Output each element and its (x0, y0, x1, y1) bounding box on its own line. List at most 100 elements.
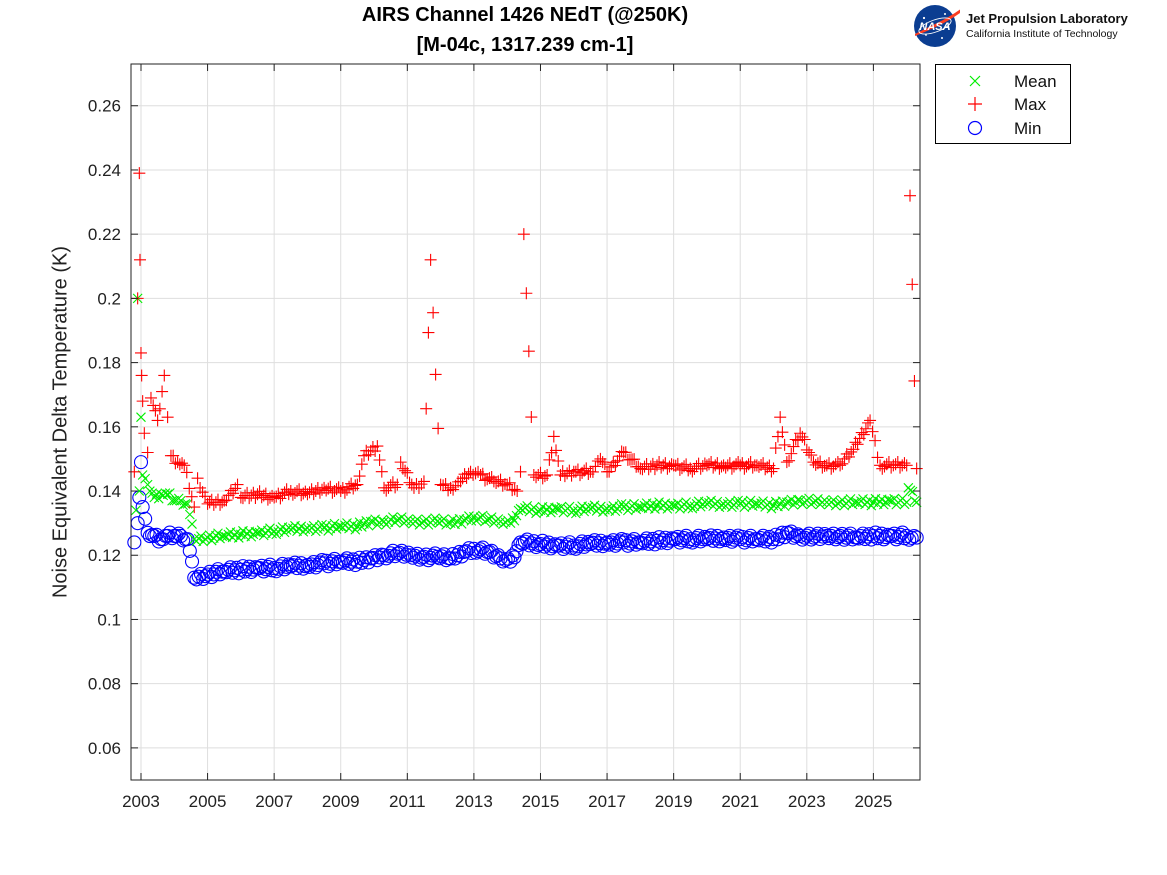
min-point (602, 537, 617, 552)
y-tick-label: 0.2 (97, 289, 121, 308)
mean-point (629, 498, 640, 509)
min-point (503, 554, 518, 569)
max-point (857, 428, 870, 441)
min-point (902, 532, 917, 547)
mean-point (702, 498, 712, 509)
max-point (501, 478, 514, 491)
max-point (472, 465, 485, 478)
x-tick-label: 2007 (255, 792, 293, 811)
mean-point (706, 495, 716, 506)
max-point (353, 470, 366, 483)
max-point (231, 478, 244, 491)
mean-point (654, 497, 664, 507)
mean-point (764, 497, 775, 508)
x-tick-label: 2025 (854, 792, 892, 811)
max-point (138, 427, 151, 440)
y-tick-label: 0.18 (88, 354, 121, 373)
grid-lines (131, 64, 920, 780)
chart-subtitle: [M-04c, 1317.239 cm-1] (416, 34, 634, 56)
max-point (151, 414, 164, 427)
min-point (799, 528, 814, 543)
max-point (778, 438, 791, 451)
max-point (591, 455, 604, 468)
max-point (538, 470, 551, 483)
mean-point (509, 515, 520, 526)
mean-point (217, 531, 228, 542)
max-point (871, 451, 884, 464)
mean-point (196, 531, 206, 542)
min-point (138, 511, 153, 526)
min-point (135, 500, 150, 515)
min-point (520, 532, 535, 547)
max-point (185, 490, 198, 503)
max-point (842, 450, 855, 463)
mean-point (160, 488, 171, 499)
min-point (130, 516, 145, 531)
x-tick-label: 2013 (455, 792, 493, 811)
legend-item-mean: Mean (936, 69, 1070, 93)
max-point (136, 395, 149, 408)
min-point (808, 529, 823, 544)
x-tick-label: 2023 (788, 792, 826, 811)
max-point (389, 481, 402, 494)
mean-point (633, 502, 644, 512)
max-point (506, 484, 519, 497)
max-point (401, 466, 414, 479)
max-point (543, 453, 556, 466)
min-point (817, 526, 832, 542)
legend-label-mean: Mean (1014, 72, 1057, 91)
data-markers (127, 167, 924, 587)
max-point (780, 456, 793, 469)
max-point (845, 445, 858, 458)
min-point (782, 526, 797, 541)
max-point (765, 465, 778, 478)
max-point (161, 411, 174, 424)
mean-point (595, 501, 606, 512)
min-point (432, 551, 447, 566)
mean-point (781, 497, 792, 508)
min-point (762, 529, 777, 544)
max-point (803, 446, 816, 459)
mean-point (907, 486, 918, 497)
min-point (893, 527, 908, 542)
mean-point (140, 473, 151, 484)
max-point (869, 434, 882, 447)
min-point (473, 542, 488, 557)
max-point (274, 492, 287, 505)
mean-point (388, 512, 398, 522)
mean-point (416, 517, 427, 528)
mean-point (845, 494, 856, 504)
min-point (423, 550, 438, 566)
y-tick-label: 0.26 (88, 97, 121, 116)
max-point (906, 278, 919, 291)
min-point (464, 545, 479, 561)
max-point (442, 484, 455, 497)
mean-point (828, 495, 839, 505)
max-point (898, 457, 911, 470)
max-point (422, 326, 435, 339)
max-point (511, 485, 524, 498)
y-tick-label: 0.1 (97, 610, 121, 629)
max-point (434, 478, 447, 491)
max-point (619, 446, 632, 459)
min-point (162, 525, 177, 540)
min-point (815, 529, 830, 544)
mean-point (737, 496, 748, 507)
mean-point (134, 486, 145, 496)
jpl-logo: NASA Jet Propulsion Laboratory Californi… (912, 4, 1162, 48)
mean-point (167, 495, 177, 506)
x-tick-label: 2015 (522, 792, 560, 811)
max-point (183, 482, 196, 495)
min-point (760, 532, 775, 547)
max-point (373, 453, 386, 466)
max-point (611, 454, 624, 467)
y-tick-label: 0.16 (88, 418, 121, 437)
min-point (786, 530, 801, 545)
min-point (824, 528, 839, 544)
x-tick-label: 2009 (322, 792, 360, 811)
x-tick-label: 2003 (122, 792, 160, 811)
min-point (821, 531, 837, 546)
max-point (394, 456, 407, 469)
mean-point (832, 498, 843, 509)
max-point (417, 475, 430, 488)
